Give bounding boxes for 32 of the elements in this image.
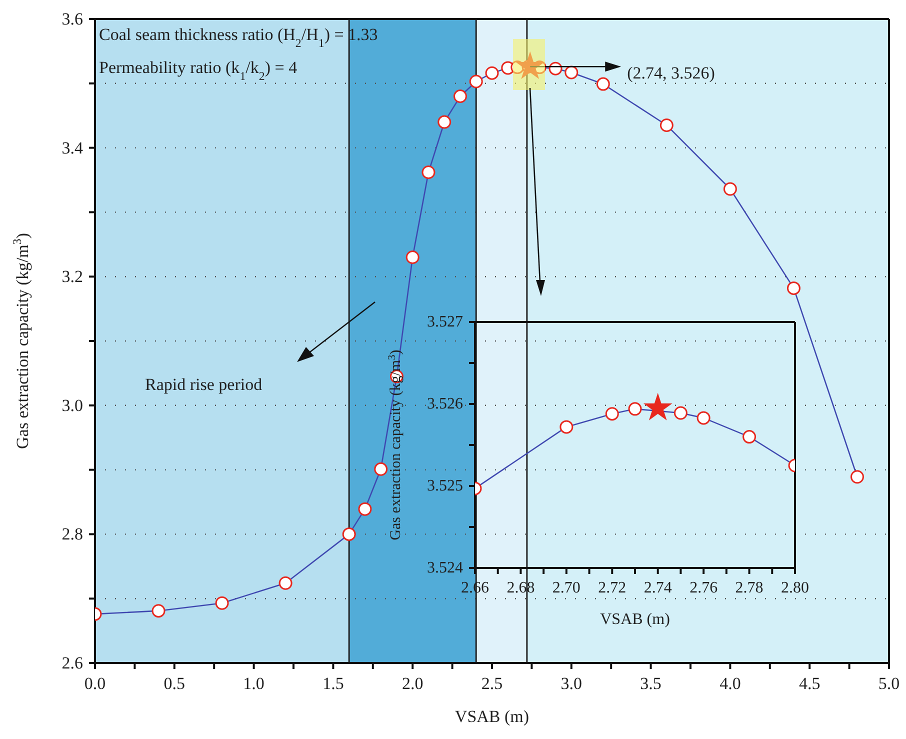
x-tick-label: 0.0 (84, 674, 106, 693)
x-tick-label: 2.5 (481, 674, 503, 693)
x-tick-label: 4.5 (798, 674, 820, 693)
x-tick-label: 2.70 (552, 579, 580, 596)
annotation: Permeability ratio (k$_{1}$/k$_{2}$) = 4 (99, 58, 298, 83)
x-tick-label: 0.5 (164, 674, 186, 693)
x-axis-title: VSAB (m) (454, 707, 530, 726)
y-tick-label: 3.6 (62, 10, 83, 28)
y-tick-label: 3.2 (62, 267, 83, 286)
y-tick-label: 3.524 (427, 560, 463, 576)
x-tick-label: 2.80 (781, 579, 809, 596)
x-tick-label: 3.0 (560, 674, 582, 693)
x-tick-label: 2.74 (644, 579, 672, 596)
x-tick-label: 1.0 (243, 674, 264, 693)
y-tick-label: 3.527 (427, 314, 463, 330)
x-tick-label: 1.5 (322, 674, 344, 693)
annotation: (2.74, 3.526) (627, 64, 715, 83)
y-tick-label: 3.525 (427, 478, 463, 494)
x-tick-label: 4.0 (720, 674, 741, 693)
x-tick-label: 3.5 (640, 674, 662, 693)
y-tick-label: 3.526 (427, 396, 463, 412)
x-tick-label: 2.76 (690, 579, 718, 596)
x-axis-title: VSAB (m) (600, 611, 670, 628)
y-tick-label: 3.4 (62, 138, 84, 158)
x-tick-label: 5.0 (878, 674, 900, 693)
annotation: Rapid rise period (145, 375, 263, 394)
y-tick-label: 2.6 (62, 654, 83, 672)
y-tick-label: 3.0 (62, 396, 83, 415)
x-tick-label: 2.78 (735, 579, 764, 596)
x-tick-label: 2.0 (402, 674, 424, 693)
y-tick-label: 2.8 (62, 524, 83, 544)
x-tick-label: 2.72 (598, 579, 626, 596)
